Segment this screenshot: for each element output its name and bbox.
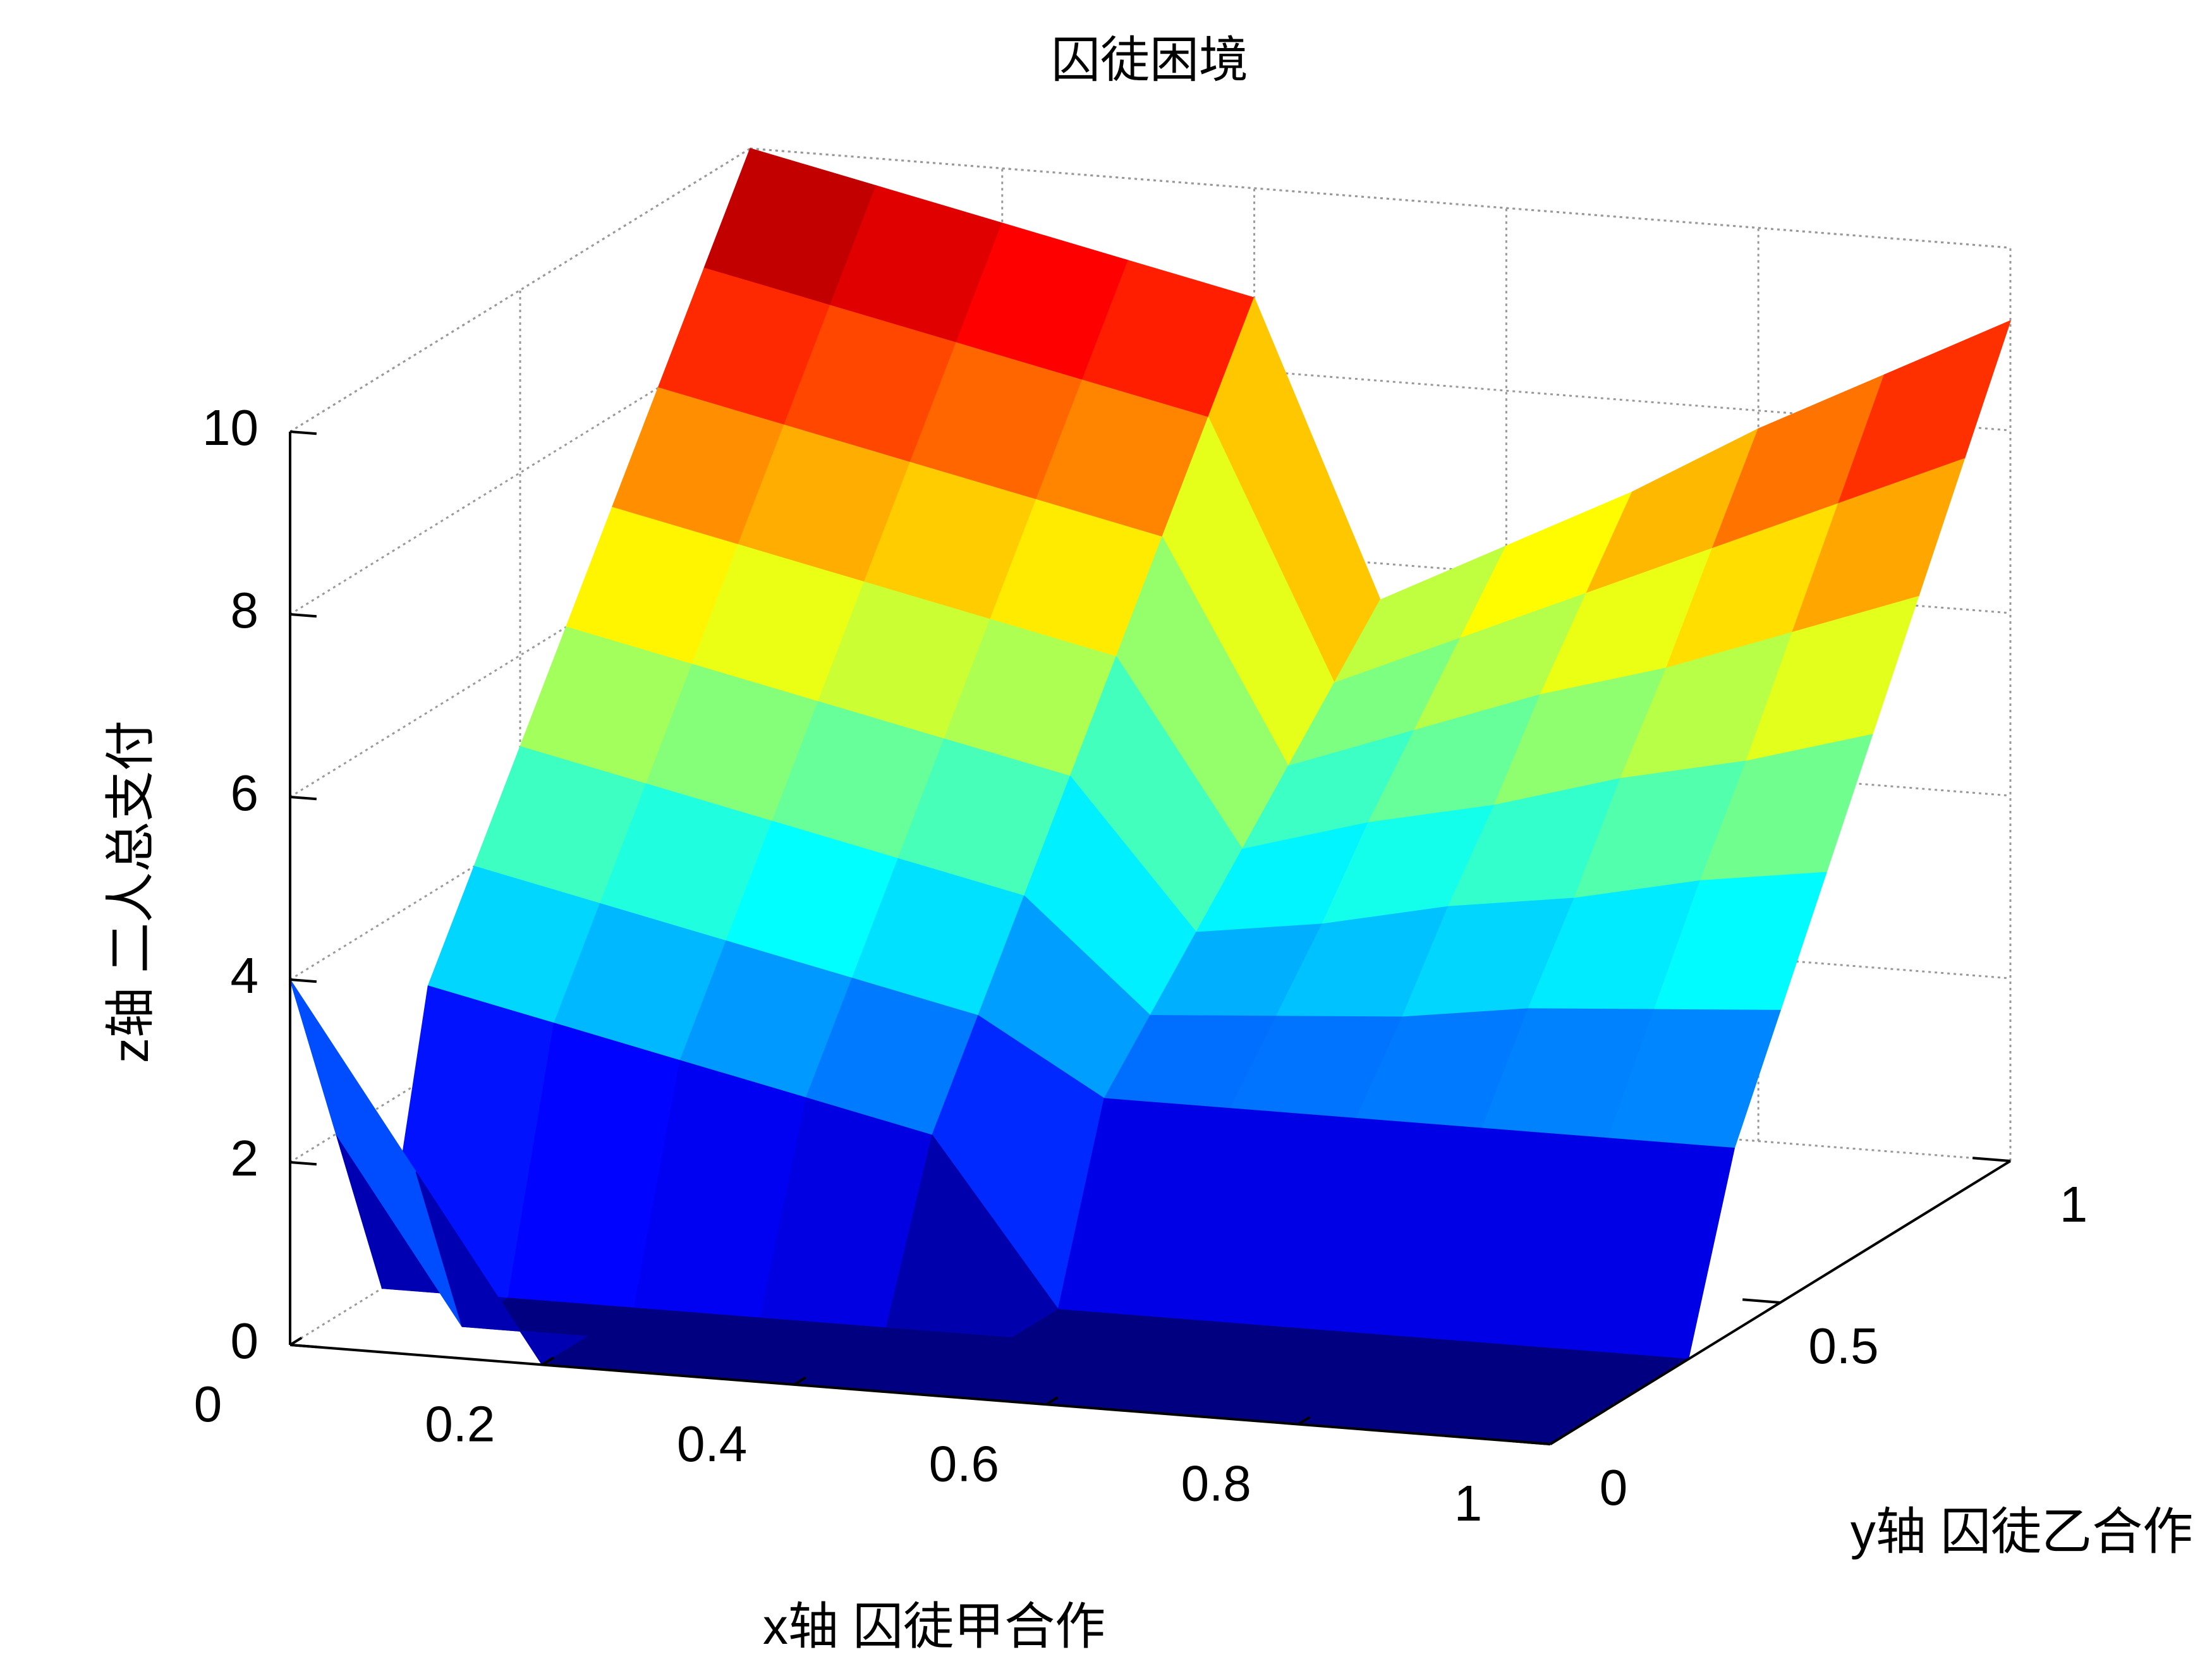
z-tick-label: 6 (231, 765, 259, 821)
x-tick-label: 0.8 (1181, 1455, 1251, 1512)
x-axis-label: x轴 囚徒甲合作 (763, 1598, 1105, 1655)
z-tick (289, 978, 317, 983)
y-tick (1512, 1440, 1551, 1445)
x-tick (289, 1337, 303, 1346)
z-tick-label: 8 (231, 582, 259, 638)
y-tick-label: 0 (1600, 1459, 1628, 1516)
grid-line (289, 147, 751, 433)
z-tick-label: 2 (231, 1130, 259, 1186)
z-tick (289, 1161, 317, 1166)
chart-title: 囚徒困境 (1051, 32, 1248, 88)
z-tick-label: 4 (231, 947, 259, 1004)
x-axis (289, 1344, 1551, 1445)
z-tick-label: 10 (202, 399, 258, 456)
y-tick-label: 0.5 (1808, 1318, 1878, 1374)
y-axis-label: y轴 囚徒乙合作 (1850, 1504, 2193, 1560)
y-tick-label: 1 (2060, 1176, 2088, 1232)
x-tick-label: 0.6 (929, 1435, 999, 1492)
x-tick-label: 1 (1454, 1475, 1483, 1531)
z-axis-label: z轴 二人总支付 (102, 720, 159, 1063)
x-tick (1549, 1436, 1563, 1445)
z-tick (289, 1344, 317, 1349)
x-tick-label: 0 (194, 1376, 222, 1432)
z-tick (289, 430, 317, 435)
z-tick (289, 613, 317, 618)
surface-layer (289, 148, 2011, 1445)
x-tick-label: 0.2 (425, 1396, 495, 1452)
x-tick (1045, 1396, 1059, 1406)
grid-line (750, 147, 2011, 249)
x-tick (1297, 1416, 1311, 1426)
x-tick (541, 1356, 555, 1366)
x-tick (793, 1376, 806, 1386)
x-tick-label: 0.4 (677, 1416, 747, 1472)
y-tick (1742, 1298, 1781, 1304)
z-tick-label: 0 (231, 1313, 259, 1369)
y-tick (1972, 1157, 2011, 1162)
z-tick (289, 796, 317, 801)
